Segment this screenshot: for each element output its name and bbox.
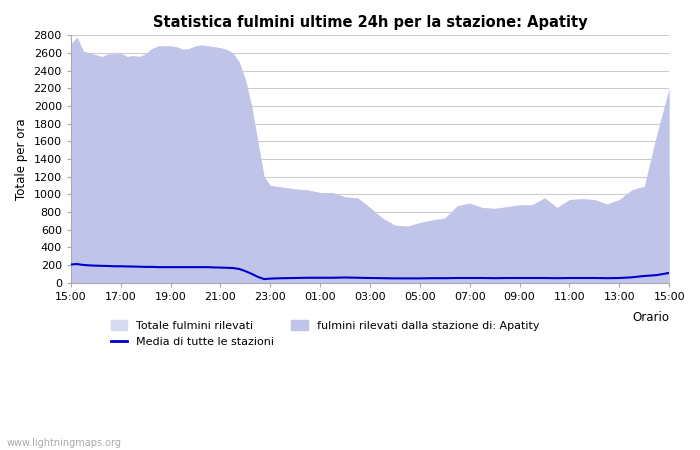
Text: www.lightningmaps.org: www.lightningmaps.org <box>7 438 122 448</box>
Text: Orario: Orario <box>632 311 669 324</box>
Legend: Totale fulmini rilevati, Media di tutte le stazioni, fulmini rilevati dalla staz: Totale fulmini rilevati, Media di tutte … <box>106 316 543 351</box>
Title: Statistica fulmini ultime 24h per la stazione: Apatity: Statistica fulmini ultime 24h per la sta… <box>153 15 587 30</box>
Y-axis label: Totale per ora: Totale per ora <box>15 118 28 200</box>
